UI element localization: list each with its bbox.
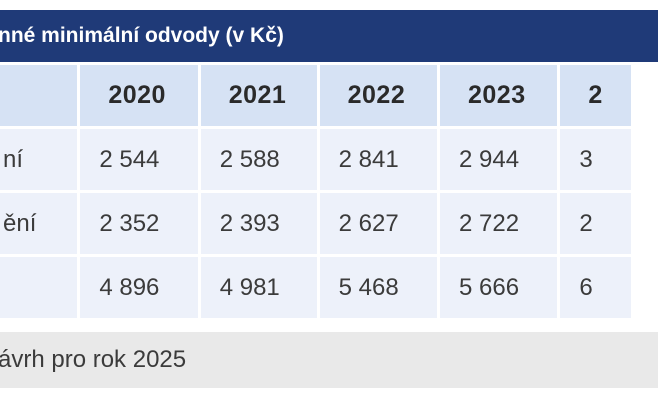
table-cell: 2 944 (440, 129, 558, 190)
table-cell: 5 468 (319, 257, 437, 318)
row-label (0, 257, 78, 318)
contributions-table-panel: nné minimální odvody (v Kč) 2020 2021 20… (0, 10, 658, 388)
table-title-bar: nné minimální odvody (v Kč) (0, 10, 658, 62)
table-row: ění 2 352 2 393 2 627 2 722 2 (0, 193, 631, 254)
table-cell: 2 393 (200, 193, 317, 254)
table-footnote-bar: ávrh pro rok 2025 (0, 332, 658, 388)
table-cell: 5 666 (440, 257, 558, 318)
table-row: ní 2 544 2 588 2 841 2 944 3 (0, 129, 631, 190)
row-label: ění (0, 193, 78, 254)
header-year-2020: 2020 (80, 65, 198, 126)
header-year-2023: 2023 (440, 65, 558, 126)
table-cell: 2 (560, 193, 631, 254)
table-cell: 2 588 (200, 129, 317, 190)
table-cell: 2 352 (80, 193, 198, 254)
table-cell: 2 841 (319, 129, 437, 190)
contributions-table: 2020 2021 2022 2023 2 ní 2 544 2 588 2 8… (0, 62, 634, 321)
table-cell: 2 544 (80, 129, 198, 190)
table-row: 4 896 4 981 5 468 5 666 6 (0, 257, 631, 318)
table-cell: 2 722 (440, 193, 558, 254)
table-cell: 4 896 (80, 257, 198, 318)
table-cell: 2 627 (319, 193, 437, 254)
header-year-2022: 2022 (319, 65, 437, 126)
table-cell: 3 (560, 129, 631, 190)
header-corner-cell (0, 65, 78, 126)
table-cell: 6 (560, 257, 631, 318)
table-title: nné minimální odvody (v Kč) (0, 24, 284, 47)
table-cell: 4 981 (200, 257, 317, 318)
row-label: ní (0, 129, 78, 190)
header-year-2021: 2021 (200, 65, 317, 126)
header-year-partial: 2 (560, 65, 631, 126)
table-footnote: ávrh pro rok 2025 (0, 346, 187, 373)
table-header-row: 2020 2021 2022 2023 2 (0, 65, 631, 126)
